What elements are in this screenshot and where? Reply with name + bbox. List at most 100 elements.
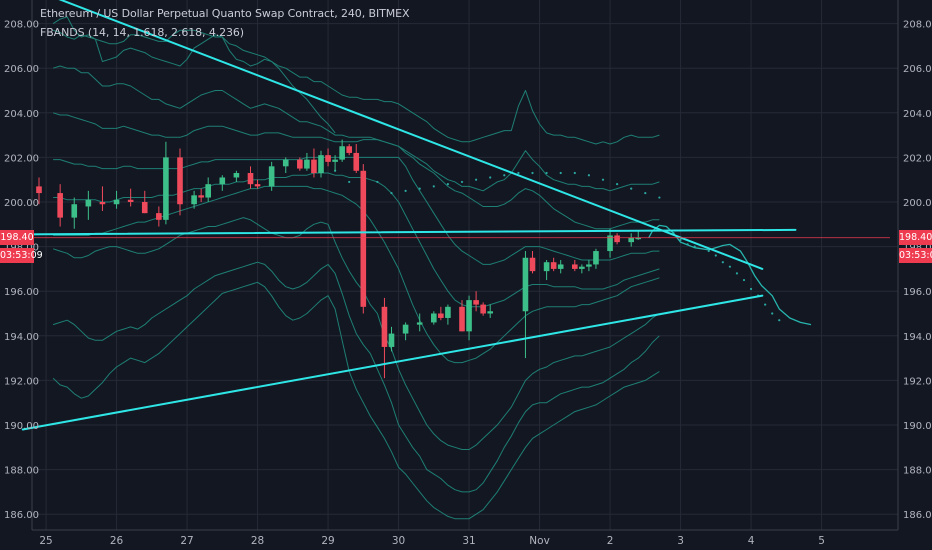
candle — [297, 157, 303, 171]
candle-body — [473, 300, 479, 305]
price-tick-label: 194.00 — [4, 332, 39, 343]
fband-line — [53, 185, 660, 364]
candle-body — [57, 193, 63, 218]
left-countdown-tag: 03:53:09 — [0, 248, 43, 263]
candle-body — [219, 177, 226, 185]
symbol-name[interactable]: Ethereum / US Dollar Perpetual Quanto Sw… — [40, 7, 335, 20]
candle — [473, 291, 479, 312]
price-tick-label: 200.00 — [903, 198, 932, 209]
candle-body — [71, 204, 78, 218]
fband-line — [52, 112, 660, 230]
price-tick-label: 206.00 — [903, 64, 932, 75]
candle-body — [99, 202, 106, 205]
price-tick-label: 196.00 — [903, 287, 932, 298]
candle-body — [254, 184, 261, 187]
candle-body — [163, 157, 169, 220]
candle — [247, 166, 254, 189]
time-tick-label: 29 — [321, 535, 334, 547]
candle — [268, 161, 275, 191]
candle-body — [346, 146, 352, 153]
candle — [388, 326, 395, 352]
projection-dot — [714, 254, 717, 257]
candle-body — [156, 213, 162, 220]
candle-body — [247, 173, 254, 185]
candle-body — [282, 159, 289, 167]
projection-dot — [573, 171, 576, 175]
candle — [579, 264, 585, 274]
candle — [593, 248, 599, 269]
candlesticks — [36, 139, 642, 379]
candle — [113, 190, 120, 209]
candle — [99, 186, 106, 211]
candle — [635, 230, 642, 240]
candle-body — [487, 311, 493, 314]
candle — [57, 184, 63, 227]
fband-line — [52, 217, 660, 450]
candle-body — [381, 306, 388, 347]
price-tick-label: 188.00 — [4, 466, 39, 477]
interval-label[interactable]: 240 — [341, 7, 362, 20]
candle-body — [388, 333, 395, 347]
candle — [614, 233, 620, 245]
candle-body — [550, 262, 557, 269]
time-tick-label: 27 — [180, 535, 193, 547]
projection-dot — [376, 180, 379, 184]
price-tick-label: 186.00 — [903, 510, 932, 521]
candle-body — [593, 251, 599, 265]
candle — [522, 251, 529, 359]
candle — [607, 228, 613, 258]
candle-body — [628, 237, 634, 243]
candle-body — [177, 157, 183, 205]
price-tick-label: 208.00 — [903, 20, 932, 31]
candle — [445, 304, 451, 325]
projection-dot — [764, 303, 767, 306]
projection-dot — [616, 183, 619, 186]
price-tick-label: 192.00 — [4, 376, 39, 387]
candle-body — [579, 266, 585, 269]
projection-dot — [630, 187, 633, 190]
candle — [304, 152, 310, 171]
candle — [572, 259, 578, 272]
projected-path — [648, 224, 812, 326]
price-tick-label: 204.00 — [4, 109, 39, 120]
indicator-legend[interactable]: FBANDS (14, 14, 1.618, 2.618, 4.236) — [40, 26, 244, 39]
price-tick-label: 192.00 — [903, 376, 932, 387]
candle-body — [416, 322, 423, 325]
projection-dot — [644, 191, 647, 195]
trendlines — [21, 0, 797, 431]
projection-dot — [545, 171, 548, 175]
candle — [487, 304, 493, 318]
candle — [156, 206, 162, 227]
candle-body — [543, 262, 550, 272]
price-tick-label: 208.00 — [4, 20, 39, 31]
candle — [36, 177, 42, 205]
projection-dot — [742, 278, 746, 282]
time-tick-label: 30 — [392, 535, 405, 547]
candle — [431, 311, 437, 325]
time-tick-label: 4 — [748, 535, 755, 547]
projection-dot — [475, 178, 478, 181]
chart-title: Ethereum / US Dollar Perpetual Quanto Sw… — [40, 7, 409, 20]
projection-dot — [517, 171, 520, 175]
candle-body — [607, 235, 613, 252]
projection-dot — [404, 189, 407, 192]
title-separator: , — [334, 7, 341, 20]
projection-dot — [721, 261, 724, 264]
time-tick-label: 3 — [677, 535, 684, 547]
price-tick-label: 202.00 — [903, 153, 932, 164]
time-tick-label: 25 — [39, 535, 52, 547]
fband-line — [52, 16, 660, 145]
price-tick-label: 190.00 — [4, 421, 39, 432]
price-tick-label: 202.00 — [4, 153, 39, 164]
candle-body — [325, 155, 331, 162]
candle — [318, 150, 324, 178]
projection-dot — [348, 180, 351, 184]
projection-dot — [503, 174, 506, 177]
trendline — [21, 294, 764, 431]
left-price-tag: 198.40 — [0, 230, 34, 245]
projection-dot — [601, 178, 605, 181]
candle-body — [360, 170, 367, 307]
fband-line — [52, 281, 660, 520]
